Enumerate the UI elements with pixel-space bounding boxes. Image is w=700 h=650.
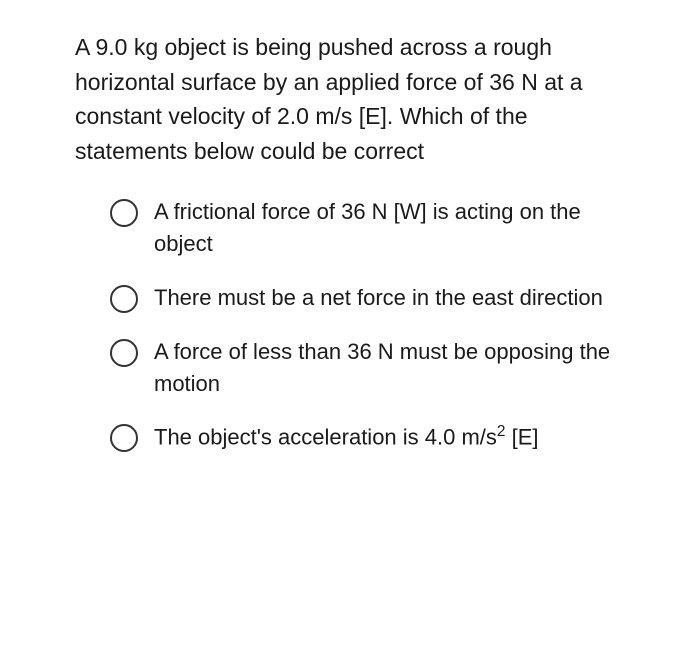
option-text: The object's acceleration is 4.0 m/s2 [E… <box>154 421 539 453</box>
option-row[interactable]: There must be a net force in the east di… <box>110 282 640 314</box>
option-row[interactable]: A force of less than 36 N must be opposi… <box>110 336 640 400</box>
option-text: A frictional force of 36 N [W] is acting… <box>154 196 640 260</box>
question-text: A 9.0 kg object is being pushed across a… <box>75 30 640 168</box>
radio-icon[interactable] <box>110 339 138 367</box>
option-text: There must be a net force in the east di… <box>154 282 603 314</box>
radio-icon[interactable] <box>110 424 138 452</box>
option-row[interactable]: A frictional force of 36 N [W] is acting… <box>110 196 640 260</box>
radio-icon[interactable] <box>110 285 138 313</box>
radio-icon[interactable] <box>110 199 138 227</box>
option-row[interactable]: The object's acceleration is 4.0 m/s2 [E… <box>110 421 640 453</box>
options-container: A frictional force of 36 N [W] is acting… <box>75 196 640 454</box>
option-text: A force of less than 36 N must be opposi… <box>154 336 640 400</box>
